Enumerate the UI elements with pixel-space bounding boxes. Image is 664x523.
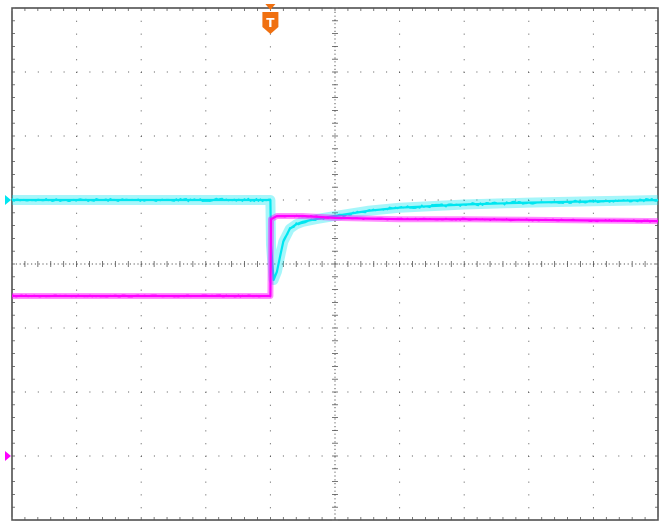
series-1-line — [12, 214, 659, 298]
series-0-line — [12, 198, 659, 282]
trigger-badge — [262, 12, 279, 34]
trigger-pointer-icon — [265, 4, 276, 10]
channel-markers — [5, 195, 11, 461]
channel-1-marker-icon — [5, 195, 11, 205]
traces — [11, 195, 659, 299]
channel-2-marker-icon — [5, 451, 11, 461]
graticule — [11, 7, 659, 521]
trigger-marker: T — [262, 4, 279, 34]
trigger-label: T — [266, 16, 275, 30]
